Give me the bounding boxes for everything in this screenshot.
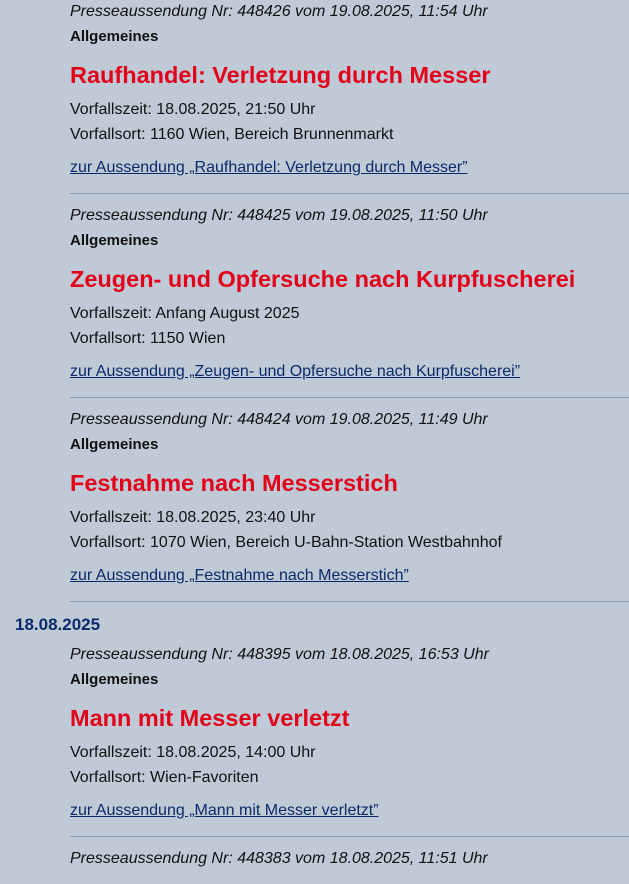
release-meta: Presseaussendung Nr: 448425 vom 19.08.20… bbox=[70, 207, 488, 224]
release-meta: Presseaussendung Nr: 448383 vom 18.08.20… bbox=[70, 850, 488, 867]
release-meta: Presseaussendung Nr: 448424 vom 19.08.20… bbox=[70, 411, 488, 428]
release-link[interactable]: zur Aussendung „Raufhandel: Verletzung d… bbox=[70, 159, 468, 176]
release-category: Allgemeines bbox=[70, 28, 159, 45]
release-category: Allgemeines bbox=[70, 671, 159, 688]
incident-place: Vorfallsort: 1160 Wien, Bereich Brunnenm… bbox=[70, 126, 394, 143]
release-link[interactable]: zur Aussendung „Mann mit Messer verletzt… bbox=[70, 802, 379, 819]
date-heading: 18.08.2025 bbox=[15, 615, 101, 634]
press-release-entry: Presseaussendung Nr: 448383 vom 18.08.20… bbox=[70, 837, 629, 884]
release-link[interactable]: zur Aussendung „Zeugen- und Opfersuche n… bbox=[70, 363, 521, 380]
release-category: Allgemeines bbox=[70, 436, 159, 453]
release-category: Allgemeines bbox=[70, 232, 159, 249]
release-title: Raufhandel: Verletzung durch Messer bbox=[70, 62, 491, 88]
release-link[interactable]: zur Aussendung „Festnahme nach Messersti… bbox=[70, 567, 409, 584]
incident-place: Vorfallsort: 1070 Wien, Bereich U-Bahn-S… bbox=[70, 534, 502, 551]
release-title: Mann mit Messer verletzt bbox=[70, 705, 350, 731]
release-title: Festnahme nach Messerstich bbox=[70, 470, 398, 496]
incident-time: Vorfallszeit: 18.08.2025, 23:40 Uhr bbox=[70, 509, 316, 526]
press-release-entry: Presseaussendung Nr: 448424 vom 19.08.20… bbox=[70, 398, 629, 602]
press-release-entry: Presseaussendung Nr: 448426 vom 19.08.20… bbox=[70, 0, 629, 194]
incident-place: Vorfallsort: 1150 Wien bbox=[70, 330, 226, 347]
incident-time: Vorfallszeit: 18.08.2025, 14:00 Uhr bbox=[70, 744, 316, 761]
incident-time: Vorfallszeit: Anfang August 2025 bbox=[70, 305, 300, 322]
incident-place: Vorfallsort: Wien-Favoriten bbox=[70, 769, 259, 786]
release-meta: Presseaussendung Nr: 448395 vom 18.08.20… bbox=[70, 646, 489, 663]
press-release-entry: Presseaussendung Nr: 448425 vom 19.08.20… bbox=[70, 194, 629, 398]
release-meta: Presseaussendung Nr: 448426 vom 19.08.20… bbox=[70, 3, 488, 20]
press-release-entry: Presseaussendung Nr: 448395 vom 18.08.20… bbox=[70, 640, 629, 837]
incident-time: Vorfallszeit: 18.08.2025, 21:50 Uhr bbox=[70, 101, 316, 118]
release-title: Zeugen- und Opfersuche nach Kurpfuschere… bbox=[70, 266, 576, 292]
